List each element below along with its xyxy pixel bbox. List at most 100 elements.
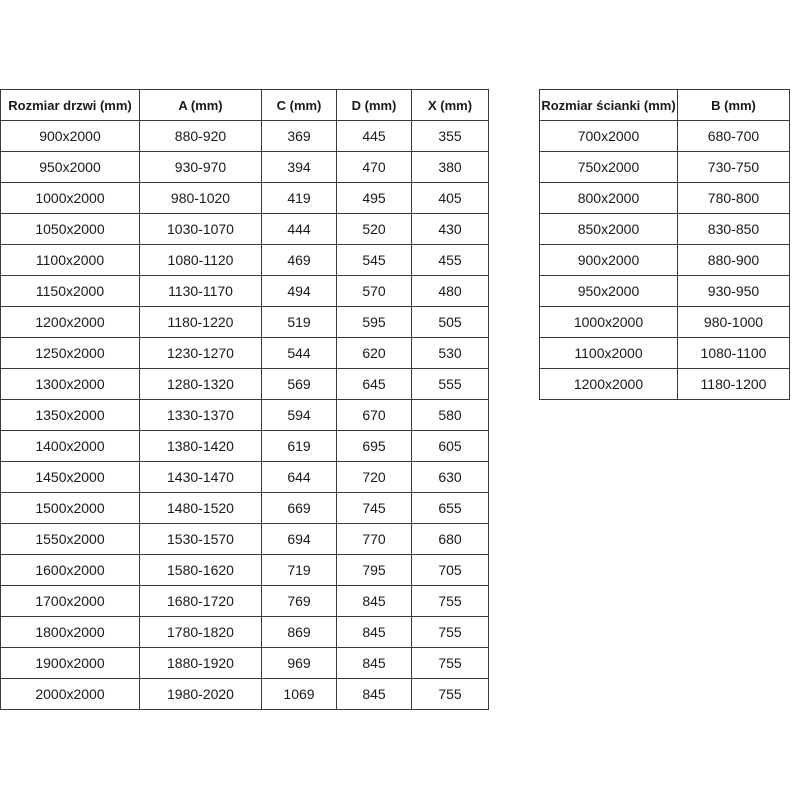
table-cell: 1150x2000 bbox=[0, 275, 140, 307]
table-cell: 545 bbox=[336, 244, 412, 276]
table-cell: 1000x2000 bbox=[539, 306, 678, 338]
table-row: 850x2000 830-850 bbox=[539, 213, 790, 245]
table-cell: 544 bbox=[261, 337, 337, 369]
table-cell: 405 bbox=[411, 182, 489, 214]
table-cell: 1550x2000 bbox=[0, 523, 140, 555]
table-cell: 470 bbox=[336, 151, 412, 183]
table-row: 1100x2000 1080-1100 bbox=[539, 337, 790, 369]
table-cell: 1230-1270 bbox=[139, 337, 262, 369]
table-cell: 694 bbox=[261, 523, 337, 555]
column-header: Rozmiar drzwi (mm) bbox=[0, 89, 140, 121]
table-cell: 1180-1220 bbox=[139, 306, 262, 338]
table-cell: 900x2000 bbox=[539, 244, 678, 276]
table-cell: 494 bbox=[261, 275, 337, 307]
table-cell: 644 bbox=[261, 461, 337, 493]
table-cell: 620 bbox=[336, 337, 412, 369]
table-cell: 719 bbox=[261, 554, 337, 586]
table-row: 900x2000 880-920 369 445 355 bbox=[0, 120, 489, 152]
table-cell: 1100x2000 bbox=[0, 244, 140, 276]
table-cell: 869 bbox=[261, 616, 337, 648]
table-cell: 755 bbox=[411, 585, 489, 617]
table-cell: 1080-1100 bbox=[677, 337, 790, 369]
table-row: 1600x2000 1580-1620 719 795 705 bbox=[0, 554, 489, 586]
table-cell: 1200x2000 bbox=[0, 306, 140, 338]
table-cell: 1330-1370 bbox=[139, 399, 262, 431]
table-cell: 595 bbox=[336, 306, 412, 338]
table-cell: 1900x2000 bbox=[0, 647, 140, 679]
table-cell: 530 bbox=[411, 337, 489, 369]
table-cell: 980-1020 bbox=[139, 182, 262, 214]
table-cell: 645 bbox=[336, 368, 412, 400]
table-cell: 755 bbox=[411, 616, 489, 648]
table-cell: 445 bbox=[336, 120, 412, 152]
table-cell: 795 bbox=[336, 554, 412, 586]
table-cell: 969 bbox=[261, 647, 337, 679]
table-row: 1200x2000 1180-1200 bbox=[539, 368, 790, 400]
table-row: 900x2000 880-900 bbox=[539, 244, 790, 276]
table-cell: 605 bbox=[411, 430, 489, 462]
table-cell: 1380-1420 bbox=[139, 430, 262, 462]
table-cell: 720 bbox=[336, 461, 412, 493]
table-cell: 1450x2000 bbox=[0, 461, 140, 493]
table-cell: 1880-1920 bbox=[139, 647, 262, 679]
table-cell: 480 bbox=[411, 275, 489, 307]
table-cell: 394 bbox=[261, 151, 337, 183]
table-cell: 1700x2000 bbox=[0, 585, 140, 617]
table-cell: 830-850 bbox=[677, 213, 790, 245]
table-cell: 369 bbox=[261, 120, 337, 152]
table-cell: 1780-1820 bbox=[139, 616, 262, 648]
table-cell: 1000x2000 bbox=[0, 182, 140, 214]
table-cell: 669 bbox=[261, 492, 337, 524]
table-cell: 1500x2000 bbox=[0, 492, 140, 524]
table-cell: 469 bbox=[261, 244, 337, 276]
table-row: 2000x2000 1980-2020 1069 845 755 bbox=[0, 678, 489, 710]
table-cell: 680 bbox=[411, 523, 489, 555]
header-row: Rozmiar drzwi (mm) A (mm) C (mm) D (mm) X (m… bbox=[0, 89, 489, 121]
table-row: 1100x2000 1080-1120 469 545 455 bbox=[0, 244, 489, 276]
table-row: 1150x2000 1130-1170 494 570 480 bbox=[0, 275, 489, 307]
table-row: 700x2000 680-700 bbox=[539, 120, 790, 152]
table-row: 1800x2000 1780-1820 869 845 755 bbox=[0, 616, 489, 648]
table-cell: 1580-1620 bbox=[139, 554, 262, 586]
column-header: D (mm) bbox=[336, 89, 412, 121]
table-cell: 1069 bbox=[261, 678, 337, 710]
table-cell: 495 bbox=[336, 182, 412, 214]
table-cell: 355 bbox=[411, 120, 489, 152]
table-cell: 950x2000 bbox=[0, 151, 140, 183]
table-cell: 455 bbox=[411, 244, 489, 276]
table-row: 800x2000 780-800 bbox=[539, 182, 790, 214]
table-cell: 1530-1570 bbox=[139, 523, 262, 555]
table-cell: 430 bbox=[411, 213, 489, 245]
table-cell: 900x2000 bbox=[0, 120, 140, 152]
table-cell: 845 bbox=[336, 678, 412, 710]
column-header: B (mm) bbox=[677, 89, 790, 121]
column-header: A (mm) bbox=[139, 89, 262, 121]
table-cell: 880-900 bbox=[677, 244, 790, 276]
table-cell: 1430-1470 bbox=[139, 461, 262, 493]
table-cell: 630 bbox=[411, 461, 489, 493]
table-cell: 730-750 bbox=[677, 151, 790, 183]
table-cell: 880-920 bbox=[139, 120, 262, 152]
table-row: 1200x2000 1180-1220 519 595 505 bbox=[0, 306, 489, 338]
table-cell: 594 bbox=[261, 399, 337, 431]
table-row: 1300x2000 1280-1320 569 645 555 bbox=[0, 368, 489, 400]
table-row: 1000x2000 980-1020 419 495 405 bbox=[0, 182, 489, 214]
table-cell: 444 bbox=[261, 213, 337, 245]
table-cell: 755 bbox=[411, 678, 489, 710]
table-cell: 845 bbox=[336, 585, 412, 617]
table-cell: 1180-1200 bbox=[677, 368, 790, 400]
table-cell: 1350x2000 bbox=[0, 399, 140, 431]
table-cell: 950x2000 bbox=[539, 275, 678, 307]
header-row: Rozmiar ścianki (mm) B (mm) bbox=[539, 89, 790, 121]
column-header: C (mm) bbox=[261, 89, 337, 121]
table-cell: 930-950 bbox=[677, 275, 790, 307]
table-cell: 1600x2000 bbox=[0, 554, 140, 586]
door-size-table: Rozmiar drzwi (mm) A (mm) C (mm) D (mm) X (m… bbox=[0, 89, 489, 710]
table-cell: 655 bbox=[411, 492, 489, 524]
table-cell: 930-970 bbox=[139, 151, 262, 183]
table-cell: 845 bbox=[336, 647, 412, 679]
table-cell: 850x2000 bbox=[539, 213, 678, 245]
table-cell: 1400x2000 bbox=[0, 430, 140, 462]
table-cell: 700x2000 bbox=[539, 120, 678, 152]
table-cell: 555 bbox=[411, 368, 489, 400]
